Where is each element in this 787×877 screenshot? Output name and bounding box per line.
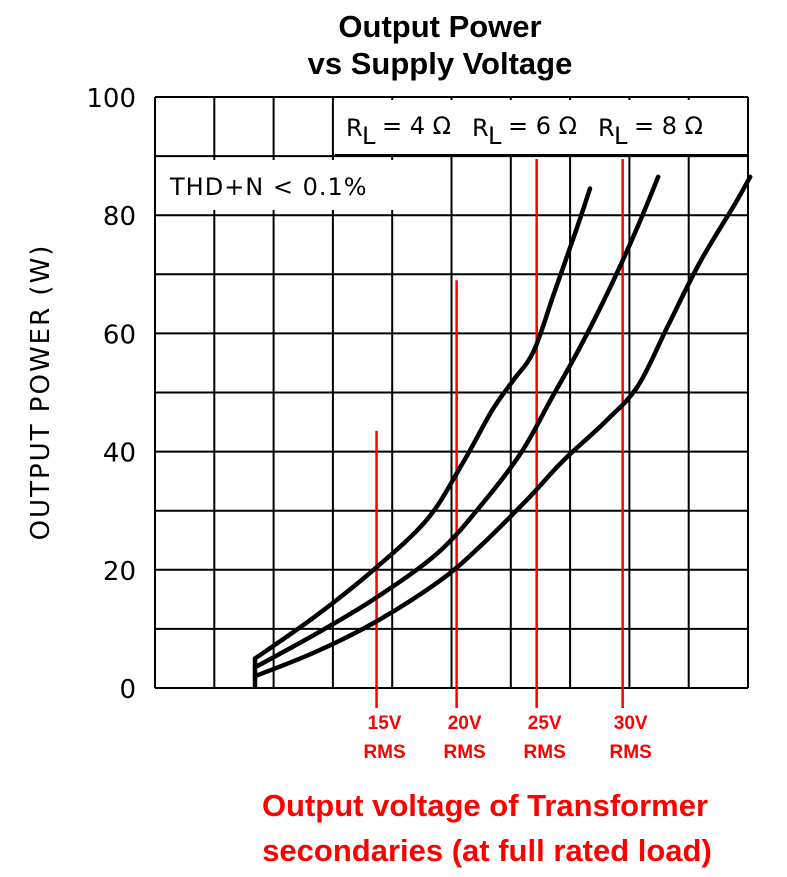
reference-label-rms: RMS	[444, 742, 486, 763]
reference-label-voltage: 25V	[528, 713, 562, 734]
legend-rl6-sub: L	[488, 122, 502, 150]
reference-label-voltage: 30V	[614, 713, 648, 734]
chart-title-line1: Output Power	[338, 9, 541, 44]
reference-lines: 15V RMS 20V RMS 25V RMS 30V RMS	[363, 159, 652, 763]
curve-series-1	[252, 186, 593, 661]
legend-rl8-value: = 8 Ω	[634, 112, 703, 140]
reference-label-voltage: 15V	[368, 713, 402, 734]
y-tick-label: 40	[103, 439, 136, 469]
y-tick-label: 0	[119, 675, 136, 705]
legend-rl8-sub: L	[614, 122, 628, 150]
y-tick-labels: 0 20 40 60 80 100	[86, 84, 136, 705]
grid	[154, 96, 749, 689]
reference-label-voltage: 20V	[448, 713, 482, 734]
legend-item-rl6: R L = 6 Ω	[472, 112, 577, 150]
legend-item-rl4: R L = 4 Ω	[346, 112, 451, 150]
legend-rl6-main: R	[472, 114, 489, 142]
reference-label-rms: RMS	[524, 742, 566, 763]
reference-label-rms: RMS	[610, 742, 652, 763]
legend-background	[335, 100, 745, 155]
chart-title-line2: vs Supply Voltage	[308, 46, 573, 81]
legend: R L = 4 Ω R L = 6 Ω R L = 8 Ω	[346, 112, 703, 150]
legend-rl4-value: = 4 Ω	[382, 112, 451, 140]
curves	[252, 174, 753, 688]
curve-series-3	[252, 174, 753, 679]
y-tick-label: 100	[86, 84, 136, 114]
curve-series-2	[252, 174, 661, 670]
thd-annotation-background	[160, 160, 418, 210]
thd-annotation: THD+N < 0.1%	[169, 173, 368, 201]
legend-rl4-main: R	[346, 114, 363, 142]
legend-rl8-main: R	[598, 114, 615, 142]
legend-rl4-sub: L	[362, 122, 376, 150]
legend-item-rl8: R L = 8 Ω	[598, 112, 703, 150]
y-axis-label: OUTPUT POWER (W)	[26, 244, 56, 541]
caption-line2: secondaries (at full rated load)	[262, 833, 712, 868]
legend-rl6-value: = 6 Ω	[508, 112, 577, 140]
y-tick-label: 60	[103, 320, 136, 350]
reference-label-rms: RMS	[363, 742, 405, 763]
y-tick-label: 80	[103, 202, 136, 232]
caption-line1: Output voltage of Transformer	[262, 788, 708, 823]
y-tick-label: 20	[103, 557, 136, 587]
